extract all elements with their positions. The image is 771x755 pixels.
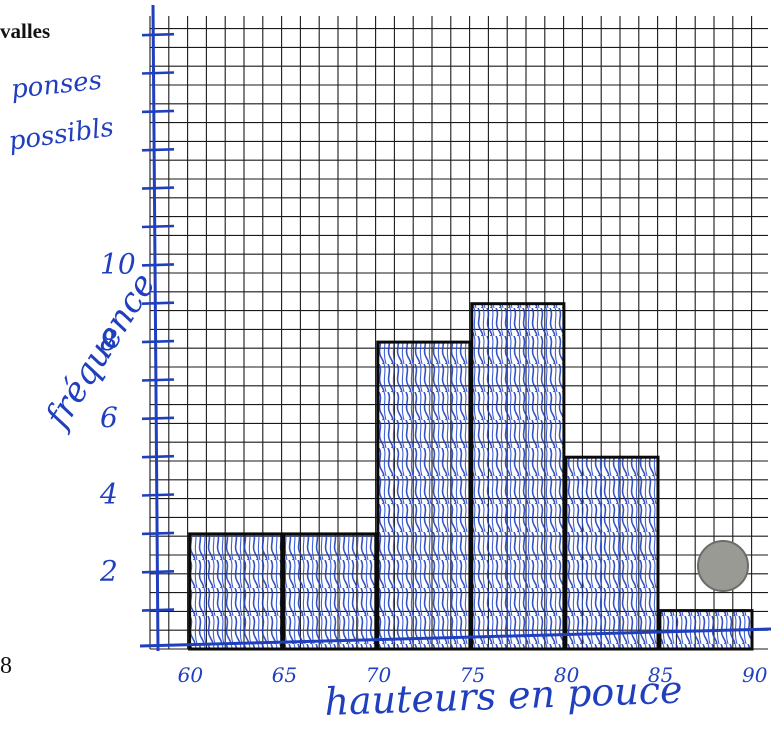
y-tick-mark	[141, 263, 175, 267]
page-fragment-top: valles	[0, 19, 50, 43]
handwritten-note-line1: ponses	[10, 66, 104, 105]
y-tick-mark	[141, 148, 175, 152]
y-tick-mark	[141, 32, 175, 37]
x-tick-label-70: 70	[366, 663, 392, 687]
y-tick-label-2: 2	[99, 554, 118, 587]
y-tick-label-8: 8	[100, 324, 118, 357]
y-tickmarks	[141, 32, 175, 612]
y-axis	[151, 4, 160, 652]
y-tick-mark	[141, 531, 175, 536]
x-tick-labels: 60 65 70 75 80 85 90	[178, 663, 768, 687]
handwritten-note-line2: possibls	[7, 113, 116, 157]
x-tick-label-85: 85	[648, 663, 673, 687]
histogram-bar-65-70	[282, 532, 378, 651]
histogram-bar-60-65	[188, 532, 284, 651]
x-tick-label-75: 75	[460, 663, 485, 687]
y-tick-mark	[141, 301, 175, 305]
y-tick-mark	[141, 378, 175, 382]
x-tick-label-90: 90	[742, 663, 768, 687]
y-tick-label-6: 6	[100, 401, 118, 434]
y-tick-mark	[141, 493, 175, 497]
y-tick-mark	[141, 570, 175, 574]
histogram-bar-80-85	[564, 455, 660, 651]
y-tick-mark	[141, 416, 175, 421]
x-tick-label-60: 60	[178, 663, 204, 687]
bars-layer	[188, 302, 754, 651]
x-tick-label-80: 80	[554, 663, 580, 687]
y-tick-labels: 2 4 6 8 10	[99, 247, 136, 587]
y-tick-mark	[141, 224, 175, 229]
y-tick-mark	[141, 339, 175, 344]
y-tick-label-4: 4	[99, 478, 118, 511]
x-tick-label-65: 65	[272, 663, 297, 687]
page-fragment-bottom: 8	[0, 653, 12, 679]
x-axis	[139, 627, 771, 648]
y-tick-label-10: 10	[100, 247, 136, 280]
y-tick-mark	[141, 109, 175, 114]
y-tick-mark	[141, 186, 175, 190]
histogram-bar-75-80	[470, 302, 566, 651]
histogram-bar-70-75	[376, 340, 472, 651]
gray-marker-dot[interactable]	[697, 540, 749, 592]
y-tick-mark	[141, 608, 175, 612]
y-tick-mark	[141, 454, 175, 459]
y-tick-mark	[141, 71, 175, 75]
